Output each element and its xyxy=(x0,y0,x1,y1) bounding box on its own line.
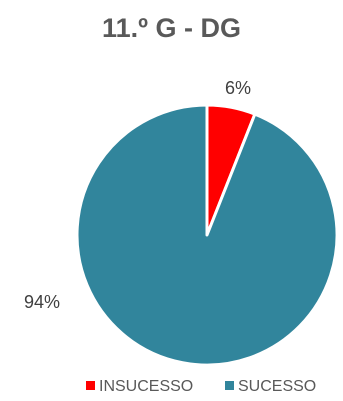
legend-swatch-sucesso xyxy=(225,381,234,390)
legend-swatch-insucesso xyxy=(86,381,95,390)
legend-label-insucesso: INSUCESSO xyxy=(99,378,193,395)
data-label-sucesso: 94% xyxy=(24,292,60,312)
chart-title: 11.º G - DG xyxy=(102,13,241,43)
legend-label-sucesso: SUCESSO xyxy=(238,378,316,395)
data-label-insucesso: 6% xyxy=(225,78,251,98)
pie-slice-sucesso xyxy=(75,103,339,367)
